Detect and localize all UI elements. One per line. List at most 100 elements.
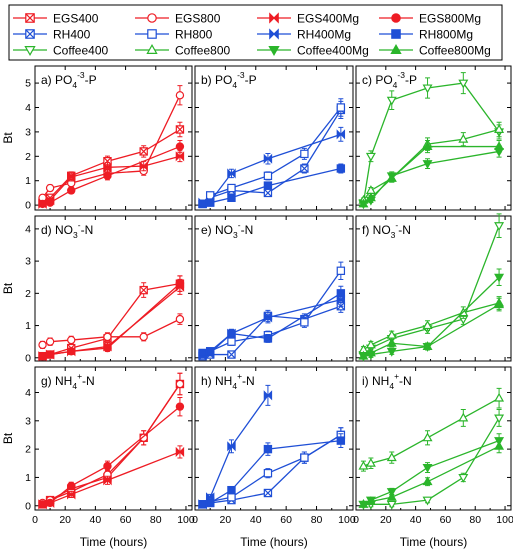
data-point: [494, 392, 505, 402]
panel-b: b) PO4-3-P: [194, 65, 354, 211]
data-point: [358, 350, 369, 360]
legend-label: RH800: [175, 28, 213, 42]
data-point: [336, 164, 346, 173]
y-tick-label: 4: [25, 387, 31, 399]
series-line: [363, 225, 500, 356]
panel-label: c) PO4-3-P: [362, 70, 417, 90]
data-point: [198, 348, 207, 358]
x-tick-label: 40: [90, 514, 102, 526]
data-point: [175, 279, 185, 288]
data-point: [67, 186, 76, 195]
x-axis-label: Time (hours): [400, 535, 468, 549]
data-point: [198, 500, 207, 509]
series-RH800Mg: [198, 285, 346, 358]
y-tick-label: 2: [25, 444, 31, 456]
series-line: [363, 417, 500, 505]
data-point: [263, 171, 273, 181]
series-line: [42, 283, 181, 357]
data-point: [494, 141, 505, 151]
data-point: [45, 498, 55, 508]
data-point: [205, 347, 215, 356]
data-point: [300, 149, 309, 159]
panel-d: 0 1 2 3 4 d) NO3--N: [25, 215, 193, 364]
data-point: [386, 172, 397, 182]
x-tick-label: 20: [380, 514, 392, 526]
panel-label: e) NO3--N: [201, 220, 253, 240]
data-point: [422, 160, 433, 169]
x-tick-label: 60: [440, 514, 452, 526]
data-point: [336, 103, 346, 112]
legend-marker: [391, 29, 401, 39]
x-tick-label: 80: [311, 514, 323, 526]
series-Coffee800Mg: [358, 139, 505, 208]
x-tick-label: 100: [338, 514, 356, 526]
y-tick-label: 3: [25, 126, 31, 138]
panel-label: i) NH4+-N: [362, 371, 412, 391]
data-point: [67, 489, 76, 500]
panel-frame: [355, 65, 512, 211]
data-point: [263, 188, 273, 198]
series-EGS800: [38, 85, 185, 202]
y-tick-label: 4: [25, 223, 31, 235]
data-point: [336, 436, 346, 445]
data-point: [103, 156, 112, 166]
legend: EGS400 EGS800 EGS400Mg EGS800Mg RH400 RH800 RH…: [8, 4, 503, 61]
data-point: [175, 151, 185, 162]
y-tick-label: 5: [25, 78, 31, 90]
y-tick-label: 3: [25, 256, 31, 268]
data-point: [386, 491, 397, 501]
y-tick-label: 0: [25, 500, 31, 512]
y-tick-label: 3: [25, 415, 31, 427]
data-point: [227, 329, 236, 338]
series-EGS800Mg: [38, 275, 185, 361]
data-point: [263, 444, 273, 454]
data-point: [103, 461, 112, 471]
data-point: [422, 84, 433, 94]
y-tick-label: 4: [25, 102, 31, 114]
series-EGS400: [38, 372, 185, 509]
series-line: [202, 292, 342, 354]
data-point: [458, 473, 469, 483]
series-line: [362, 128, 500, 201]
data-point: [365, 457, 376, 467]
data-point: [38, 500, 47, 509]
x-tick-label: 100: [496, 514, 513, 526]
data-point: [205, 198, 215, 207]
data-point: [263, 153, 273, 164]
data-point: [103, 162, 112, 173]
legend-label: Coffee800Mg: [419, 44, 491, 58]
data-point: [263, 488, 273, 498]
data-point: [365, 185, 376, 194]
legend-marker: [269, 28, 279, 40]
data-point: [227, 485, 236, 495]
data-point: [336, 266, 346, 275]
legend-label: RH800Mg: [419, 28, 473, 42]
legend-marker: [147, 13, 157, 23]
series-EGS800Mg: [38, 396, 185, 509]
data-point: [139, 433, 148, 442]
data-point: [494, 124, 505, 133]
data-point: [103, 171, 112, 181]
data-point: [263, 312, 273, 323]
x-tick-label: 0: [192, 514, 198, 526]
panel-i: 0 20 40 60 80 100 i) NH4+-N: [353, 366, 513, 526]
panel-c: c) PO4-3-P: [355, 65, 512, 211]
y-tick-label: 1: [25, 472, 31, 484]
data-point: [139, 285, 148, 295]
data-point: [67, 172, 76, 183]
data-point: [67, 335, 76, 345]
legend-marker: [24, 46, 36, 57]
data-point: [386, 337, 397, 347]
data-point: [365, 347, 376, 357]
legend-label: RH400: [53, 28, 91, 42]
x-tick-label: 80: [469, 514, 481, 526]
data-point: [227, 168, 236, 179]
series-line: [363, 445, 500, 505]
x-tick-label: 60: [120, 514, 132, 526]
legend-marker: [268, 46, 280, 57]
panel-f: f) NO3--N: [355, 213, 512, 362]
x-tick-label: 20: [220, 514, 232, 526]
x-tick-label: 80: [150, 514, 162, 526]
data-point: [300, 453, 309, 462]
data-point: [494, 222, 505, 232]
